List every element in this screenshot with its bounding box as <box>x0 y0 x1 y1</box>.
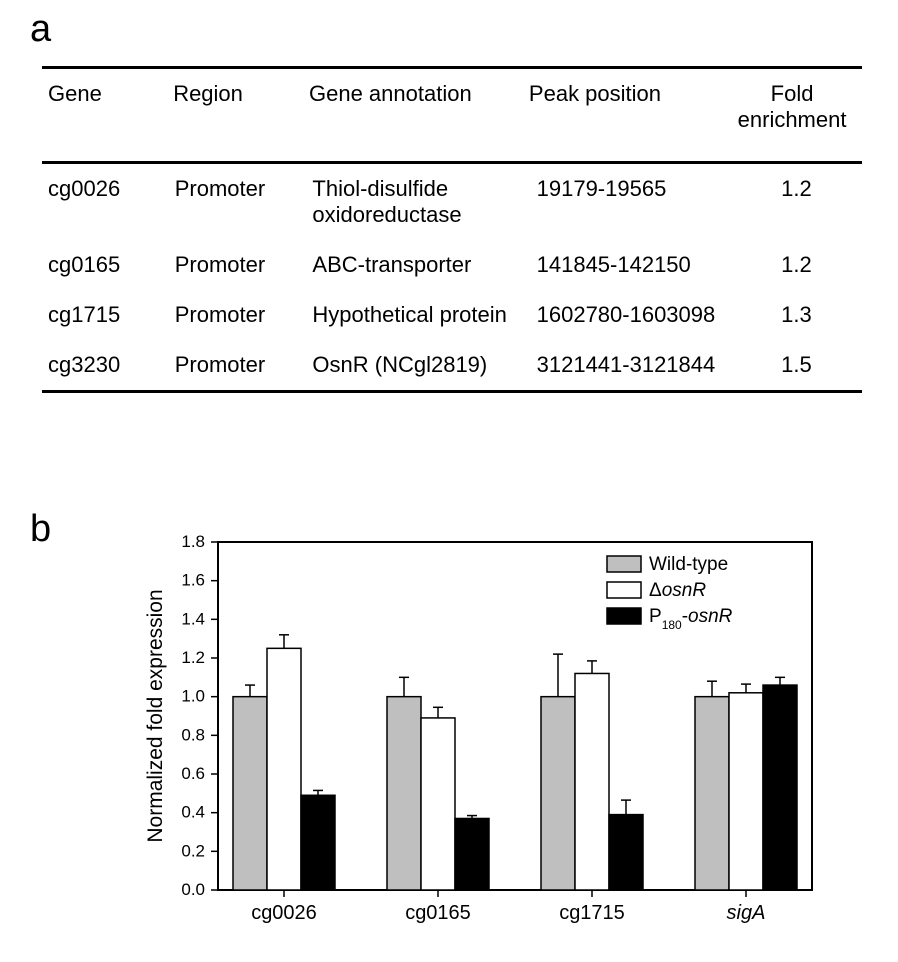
chip-seq-table: Gene Region Gene annotation Peak positio… <box>42 69 862 161</box>
th-gene: Gene <box>42 69 167 161</box>
table-cell: 141845-142150 <box>531 240 731 290</box>
bar <box>729 693 763 890</box>
th-fold-line2: enrichment <box>738 107 847 132</box>
bar <box>233 697 267 890</box>
table-cell: Thiol-disulfide oxidoreductase <box>306 164 530 240</box>
th-annotation: Gene annotation <box>303 69 523 161</box>
panel-a-table: Gene Region Gene annotation Peak positio… <box>42 66 862 393</box>
th-region: Region <box>167 69 303 161</box>
legend-swatch <box>607 608 641 624</box>
y-tick-label: 1.0 <box>181 687 205 706</box>
y-tick-label: 1.8 <box>181 532 205 551</box>
th-peak: Peak position <box>523 69 722 161</box>
bar <box>609 815 643 890</box>
bar <box>575 673 609 890</box>
bar <box>387 697 421 890</box>
y-tick-label: 0.8 <box>181 725 205 744</box>
table-row: cg1715PromoterHypothetical protein160278… <box>42 290 862 340</box>
chip-seq-table-body: cg0026PromoterThiol-disulfide oxidoreduc… <box>42 164 862 390</box>
legend-swatch <box>607 582 641 598</box>
x-category-label: sigA <box>727 902 766 924</box>
table-row: cg0026PromoterThiol-disulfide oxidoreduc… <box>42 164 862 240</box>
bar <box>695 697 729 890</box>
table-cell: ABC-transporter <box>306 240 530 290</box>
y-tick-label: 1.4 <box>181 609 205 628</box>
y-tick-label: 0.0 <box>181 880 205 899</box>
bar <box>541 697 575 890</box>
table-row: cg0165PromoterABC-transporter141845-1421… <box>42 240 862 290</box>
bar <box>301 795 335 890</box>
x-category-label: cg0165 <box>405 902 471 924</box>
table-cell: 1.2 <box>731 240 862 290</box>
y-tick-label: 1.6 <box>181 571 205 590</box>
table-cell: 19179-19565 <box>531 164 731 240</box>
table-cell: 1.2 <box>731 164 862 240</box>
bar <box>267 648 301 890</box>
table-cell: cg1715 <box>42 290 169 340</box>
table-cell: cg0165 <box>42 240 169 290</box>
table-cell: Promoter <box>169 240 307 290</box>
y-tick-label: 0.4 <box>181 803 205 822</box>
table-header: Gene Region Gene annotation Peak positio… <box>42 69 862 161</box>
figure-page: a b Gene Region Gene annotation Peak pos… <box>0 0 898 962</box>
x-category-label: cg1715 <box>559 902 625 924</box>
bar-chart-svg: 0.0 0.2 0.4 0.6 0.8 1.0 1.2 1.4 1.6 1.8 Normalized… <box>140 530 830 940</box>
table-cell: OsnR (NCgl2819) <box>306 340 530 390</box>
legend-swatch <box>607 556 641 572</box>
table-cell: 1602780-1603098 <box>531 290 731 340</box>
table-cell: cg0026 <box>42 164 169 240</box>
table-cell: Promoter <box>169 164 307 240</box>
panel-b-chart: 0.0 0.2 0.4 0.6 0.8 1.0 1.2 1.4 1.6 1.8 Normalized… <box>140 530 830 940</box>
table-row: cg3230PromoterOsnR (NCgl2819)3121441-312… <box>42 340 862 390</box>
bar <box>455 818 489 890</box>
y-tick-label: 1.2 <box>181 648 205 667</box>
legend-label: Wild-type <box>649 554 728 575</box>
th-fold-line1: Fold <box>771 81 814 106</box>
table-cell: Hypothetical protein <box>306 290 530 340</box>
legend-label: ΔosnR <box>649 580 706 601</box>
panel-label-a: a <box>30 8 51 51</box>
table-cell: 1.3 <box>731 290 862 340</box>
table-cell: 1.5 <box>731 340 862 390</box>
table-cell: cg3230 <box>42 340 169 390</box>
y-tick-label: 0.6 <box>181 764 205 783</box>
table-cell: Promoter <box>169 290 307 340</box>
y-axis-label: Normalized fold expression <box>144 589 167 842</box>
x-category-label: cg0026 <box>251 902 317 924</box>
table-cell: 3121441-3121844 <box>531 340 731 390</box>
bar <box>763 685 797 890</box>
table-cell: Promoter <box>169 340 307 390</box>
bar <box>421 718 455 890</box>
panel-label-b: b <box>30 508 51 551</box>
y-tick-label: 0.2 <box>181 841 205 860</box>
th-fold: Fold enrichment <box>722 69 862 161</box>
table-bottom-rule <box>42 390 862 393</box>
